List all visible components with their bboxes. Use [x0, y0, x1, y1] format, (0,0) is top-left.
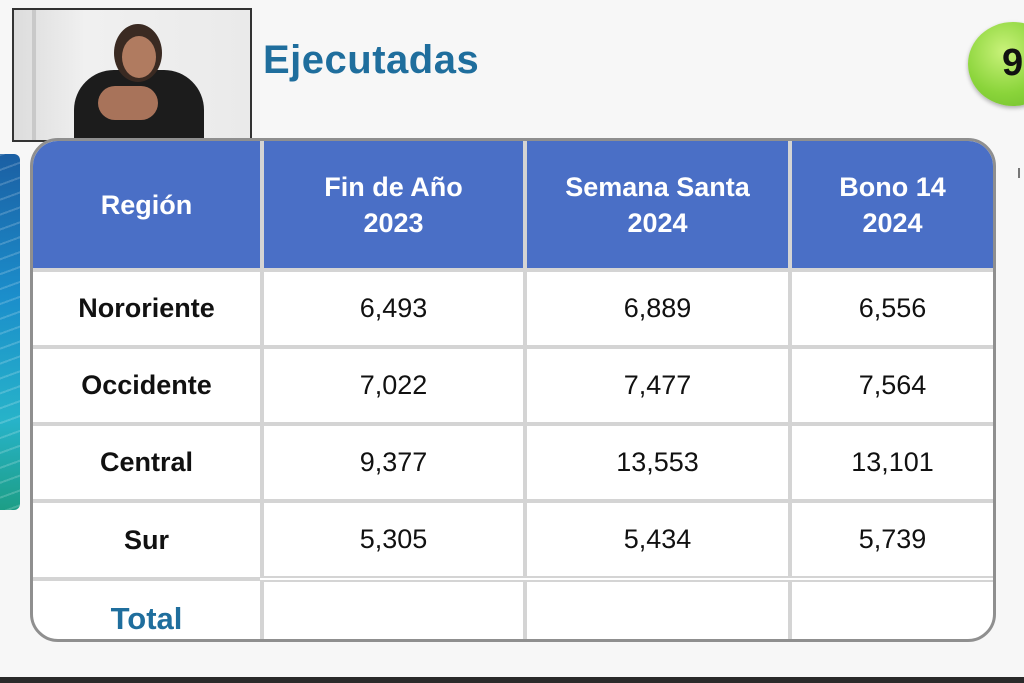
value-cell: 6,556	[790, 270, 993, 349]
region-cell: Central	[33, 424, 264, 503]
total-value: 32,960	[790, 576, 993, 639]
table-header-row: Región Fin de Año 2023 Semana Santa 2024…	[33, 141, 993, 272]
header-region: Región	[33, 141, 264, 272]
value-cell: 5,434	[525, 501, 792, 581]
value-cell: 9,377	[262, 424, 527, 503]
total-value: 28,197	[262, 576, 527, 639]
data-table-frame: Región Fin de Año 2023 Semana Santa 2024…	[30, 138, 996, 642]
value-cell: 6,889	[525, 270, 792, 349]
total-row: Total 28,197 33,353 32,960	[33, 576, 993, 639]
side-decoration	[0, 154, 20, 510]
value-cell: 7,022	[262, 347, 527, 426]
value-cell: 6,493	[262, 270, 527, 349]
slide-number: 9	[1002, 42, 1024, 84]
value-cell: 13,553	[525, 424, 792, 503]
value-cell: 7,477	[525, 347, 792, 426]
slide-number-badge: 9	[968, 22, 1024, 106]
table-row: Sur 5,305 5,434 5,739	[33, 501, 993, 581]
header-semana-santa-2024: Semana Santa 2024	[525, 141, 792, 272]
data-table: Región Fin de Año 2023 Semana Santa 2024…	[33, 141, 993, 639]
header-bono-14-2024: Bono 14 2024	[790, 141, 993, 272]
value-cell: 13,101	[790, 424, 993, 503]
sign-language-interpreter-video	[12, 8, 252, 142]
total-label: Total	[33, 579, 264, 639]
value-cell: 5,305	[262, 501, 527, 581]
region-cell: Nororiente	[33, 270, 264, 349]
edge-mark	[1018, 168, 1024, 178]
region-cell: Occidente	[33, 347, 264, 426]
page-title: Ejecutadas	[263, 38, 480, 82]
table-row: Central 9,377 13,553 13,101	[33, 424, 993, 503]
region-cell: Sur	[33, 501, 264, 581]
header-fin-de-ano-2023: Fin de Año 2023	[262, 141, 527, 272]
bottom-strip	[0, 677, 1024, 683]
total-value: 33,353	[525, 576, 792, 639]
value-cell: 5,739	[790, 501, 993, 581]
value-cell: 7,564	[790, 347, 993, 426]
table-row: Occidente 7,022 7,477 7,564	[33, 347, 993, 426]
table-row: Nororiente 6,493 6,889 6,556	[33, 270, 993, 349]
